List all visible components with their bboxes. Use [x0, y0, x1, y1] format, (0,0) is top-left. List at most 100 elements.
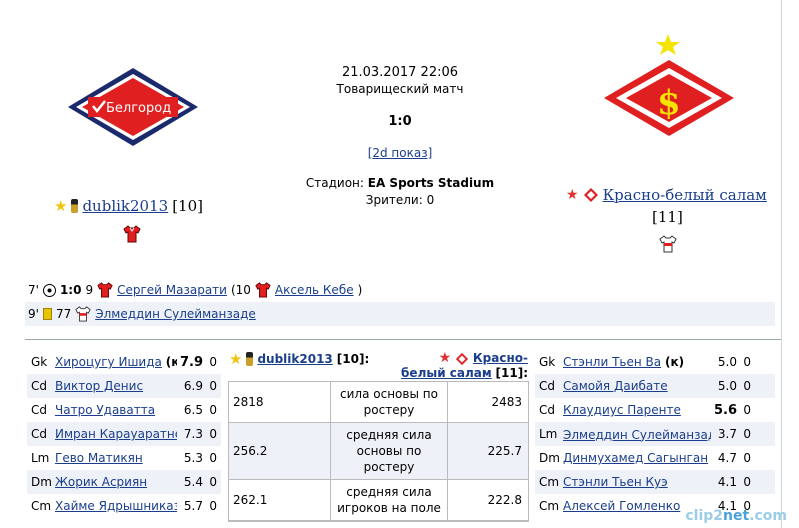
compare-table: 2818 сила основы по ростеру 2483 256.2 с… — [228, 381, 529, 522]
lineup-row: Cd Чатро Удаватта 6.5 0 — [27, 398, 221, 422]
player-cell: Виктор Денис — [55, 379, 177, 393]
captain-mark: (к) — [165, 355, 177, 369]
star-icon: ★ — [438, 350, 452, 366]
player-stat: 0 — [743, 427, 751, 441]
lineup-row: Cd Виктор Денис 6.9 0 — [27, 374, 221, 398]
lineup-row: Cd Клаудиус Паренте 5.6 0 — [535, 398, 775, 422]
player-rating: 4.1 — [717, 499, 737, 513]
compare-away-header: ★ Красно-белый салам [11]: — [401, 350, 528, 381]
player-cell: Алексей Гомленко — [563, 499, 711, 513]
player-number: 9 — [85, 283, 94, 297]
player-position: Lm — [539, 427, 558, 441]
player-rating: 6.5 — [183, 403, 203, 417]
player-position: Gk — [539, 355, 556, 369]
compare-home-header: ★ dublik2013 [10]: — [229, 350, 370, 368]
watermark: clip2net.com — [685, 508, 787, 524]
player-stat: 0 — [209, 451, 217, 465]
player-position: Lm — [31, 451, 50, 465]
event-assist-link[interactable]: Аксель Кебе — [274, 283, 354, 297]
home-lineup: Gk Хироцугу Ишида (к)7.9 0 Cd Виктор Денис 6.… — [27, 350, 221, 518]
show-2d-link[interactable]: [2d показ] — [367, 146, 433, 160]
shirt-icon — [97, 282, 113, 298]
player-link[interactable]: Элмеддин Сулейманзаде — [563, 427, 711, 442]
player-cell: Хироцугу Ишида (к) — [55, 355, 177, 369]
stadium-info: Стадион: EA Sports Stadium — [305, 176, 495, 190]
player-cell: Имран Карауаратне — [55, 427, 177, 441]
away-team-rating: [11] — [652, 208, 683, 226]
compare-row: 262.1 средняя сила игроков на поле 222.8 — [229, 480, 528, 521]
player-position: Dm — [31, 475, 52, 489]
event-player-link[interactable]: Сергей Мазарати — [117, 283, 227, 297]
player-rating: 5.4 — [183, 475, 203, 489]
ball-icon — [42, 283, 56, 297]
player-link[interactable]: Динмухамед Сагынган — [563, 451, 709, 465]
player-cell: Клаудиус Паренте — [563, 403, 711, 417]
event-player-link[interactable]: Элмеддин Сулейманзаде — [95, 307, 256, 321]
player-rating: 5.0 — [717, 379, 737, 393]
home-team-rating: [10] — [172, 197, 203, 215]
player-rating: 6.9 — [183, 379, 203, 393]
compare-away-link[interactable]: Красно-белый салам — [401, 351, 528, 380]
player-link[interactable]: Хироцугу Ишида — [55, 355, 162, 369]
player-rating: 7.9 — [179, 354, 203, 370]
home-team-header: ★ dublik2013 [10] — [54, 197, 203, 215]
player-link[interactable]: Виктор Денис — [55, 379, 144, 393]
player-link[interactable]: Хайме Ядрышниказ — [55, 499, 177, 513]
player-link[interactable]: Гево Матикян — [55, 451, 143, 465]
player-cell: Жорик Асриян — [55, 475, 177, 489]
medal-icon — [246, 352, 254, 366]
star-icon: ★ — [54, 197, 68, 215]
match-type: Товарищеский матч — [336, 82, 464, 96]
player-position: Cm — [539, 499, 560, 513]
player-stat: 0 — [209, 475, 217, 489]
player-stat: 0 — [743, 379, 751, 393]
player-rating: 7.3 — [183, 427, 203, 441]
player-stat: 0 — [743, 403, 751, 417]
medal-icon — [71, 199, 79, 213]
player-rating: 5.3 — [183, 451, 203, 465]
player-stat: 0 — [209, 427, 217, 441]
player-rating: 5.6 — [713, 402, 737, 418]
section-divider — [25, 339, 781, 340]
player-stat: 0 — [743, 451, 751, 465]
player-cell: Стэнли Тьен Куэ — [563, 475, 711, 489]
player-link[interactable]: Алексей Гомленко — [563, 499, 681, 513]
player-stat: 0 — [743, 475, 751, 489]
lineup-row: Cm Стэнли Тьен Куэ 4.1 0 — [535, 470, 775, 494]
compare-home-link[interactable]: dublik2013 — [257, 352, 333, 366]
player-rating: 4.7 — [717, 451, 737, 465]
player-position: Cd — [539, 403, 555, 417]
svg-text:$: $ — [657, 83, 681, 123]
lineup-row: Dm Жорик Асриян 5.4 0 — [27, 470, 221, 494]
player-stat: 0 — [743, 355, 751, 369]
home-team-link[interactable]: dublik2013 — [82, 197, 169, 215]
player-position: Cm — [539, 475, 560, 489]
player-stat: 0 — [209, 499, 217, 513]
player-link[interactable]: Чатро Удаватта — [55, 403, 156, 417]
player-position: Gk — [31, 355, 48, 369]
event-score: 1:0 — [59, 283, 82, 297]
player-link[interactable]: Стэнли Тьен Куэ — [563, 475, 668, 489]
home-team-logo: Белгород — [68, 68, 198, 146]
compare-row: 256.2 средняя сила основы по ростеру 225… — [229, 423, 528, 480]
player-position: Cd — [539, 379, 555, 393]
lineup-row: Cd Самойя Даибате 5.0 0 — [535, 374, 775, 398]
player-rating: 4.1 — [717, 475, 737, 489]
shirt-icon — [255, 282, 271, 298]
player-link[interactable]: Самойя Даибате — [563, 379, 668, 393]
home-shirt-icon — [123, 225, 141, 243]
away-team-link[interactable]: Красно-белый салам — [602, 186, 767, 204]
player-position: Cm — [31, 499, 52, 513]
lineup-row: Dm Динмухамед Сагынган 4.7 0 — [535, 446, 775, 470]
player-stat: 0 — [209, 379, 217, 393]
spartak-icon — [455, 352, 469, 365]
lineup-row: Cm Хайме Ядрышниказ 5.7 0 — [27, 494, 221, 518]
player-cell: Элмеддин Сулейманзаде — [563, 427, 711, 442]
player-link[interactable]: Жорик Асриян — [55, 475, 148, 489]
player-rating: 5.0 — [717, 355, 737, 369]
player-link[interactable]: Имран Карауаратне — [55, 427, 177, 441]
player-link[interactable]: Стэнли Тьен Ва — [563, 355, 662, 369]
player-stat: 0 — [209, 403, 217, 417]
player-link[interactable]: Клаудиус Паренте — [563, 403, 681, 417]
player-cell: Чатро Удаватта — [55, 403, 177, 417]
